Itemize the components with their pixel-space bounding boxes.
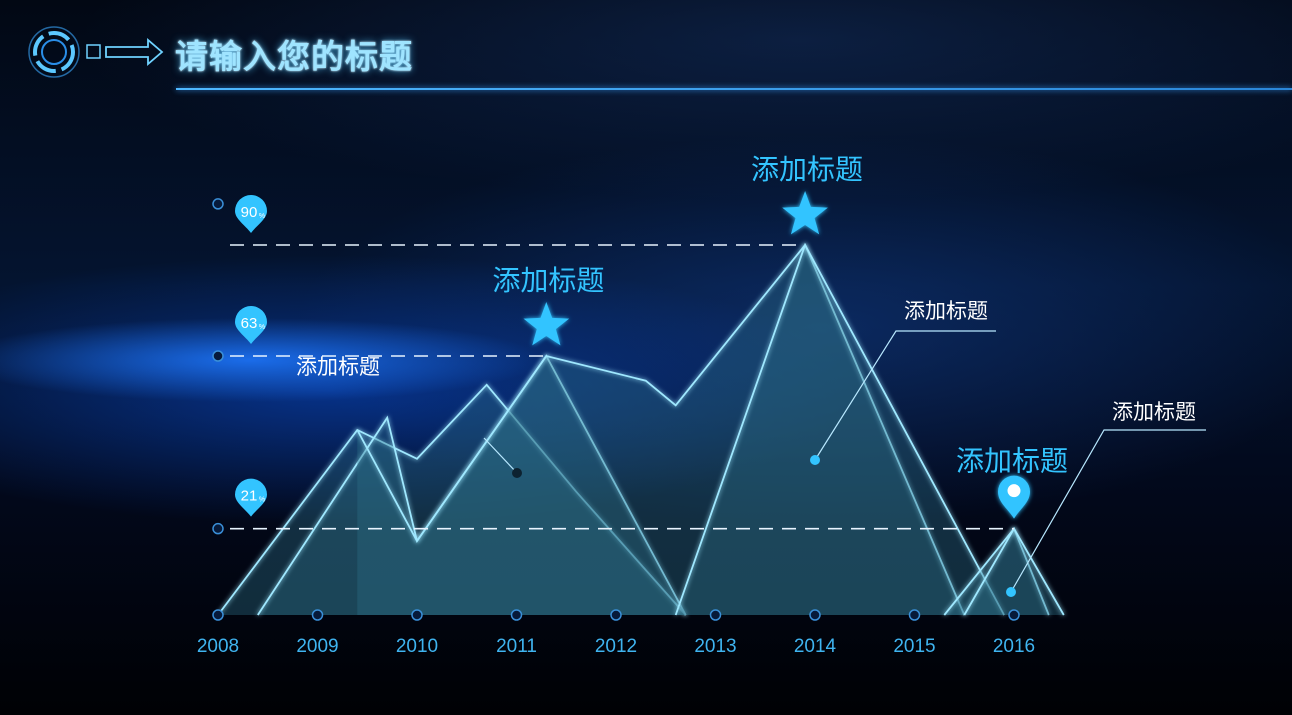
x-tick-label: 2008	[197, 636, 239, 657]
y-axis-node	[212, 350, 224, 362]
star-icon	[782, 191, 828, 235]
x-axis-node	[212, 609, 224, 621]
series-line-1	[217, 383, 687, 616]
x-axis-node	[610, 609, 622, 621]
y-axis-node	[212, 198, 224, 210]
x-axis-node	[510, 609, 523, 621]
y-axis-node	[212, 522, 224, 535]
callout-label: 添加标题	[296, 355, 380, 379]
x-axis-node	[908, 609, 921, 621]
area-fill-1	[218, 384, 686, 615]
x-tick-label: 2009	[296, 636, 338, 657]
callout-label: 添加标题	[904, 299, 988, 323]
callout-dot	[1006, 587, 1016, 597]
peak-annotation-title: 添加标题	[492, 264, 604, 297]
percent-pin-icon	[235, 195, 267, 233]
x-tick-label: 2012	[595, 636, 637, 657]
location-pin-dot	[1007, 484, 1021, 498]
location-pin-icon	[998, 475, 1030, 519]
area-fill-2	[257, 356, 686, 615]
star-icon	[523, 302, 570, 346]
percent-pin-value: 90	[241, 204, 258, 221]
callout-leader-line	[814, 330, 996, 461]
area-fill-4	[675, 245, 1005, 615]
peak-annotation-title: 添加标题	[751, 153, 863, 186]
area-fill-3	[357, 245, 965, 615]
callout-dot	[810, 455, 820, 465]
x-tick-label: 2016	[993, 636, 1035, 657]
peak-annotation-title: 添加标题	[956, 445, 1068, 478]
callout-leader-line	[1010, 429, 1206, 593]
x-axis-node	[1008, 609, 1020, 621]
series-line-4	[674, 242, 1005, 616]
percent-pin-icon	[235, 478, 267, 517]
x-tick-label: 2013	[694, 636, 736, 657]
callout-leader-line	[483, 437, 518, 474]
callout-dot	[512, 468, 522, 478]
x-tick-label: 2010	[396, 636, 438, 657]
percent-pin-icon	[235, 306, 267, 344]
title-underline	[176, 88, 1292, 90]
x-tick-label: 2011	[496, 636, 537, 657]
x-axis-node	[411, 609, 423, 621]
x-axis-node	[809, 609, 821, 621]
page-title: 请输入您的标题	[175, 37, 413, 76]
percent-pin-unit: %	[259, 324, 265, 331]
x-tick-label: 2014	[794, 636, 837, 657]
x-axis-node	[311, 609, 324, 621]
x-tick-label: 2015	[893, 636, 935, 657]
percent-pin-unit: %	[259, 213, 265, 220]
header-target-arrow-icon	[28, 26, 164, 78]
percent-pin-value: 21	[241, 488, 258, 505]
percent-pin-value: 63	[241, 315, 258, 332]
percent-pin-unit: %	[259, 497, 265, 504]
callout-label: 添加标题	[1112, 400, 1196, 424]
area-fill-6	[964, 528, 1064, 615]
x-axis-node	[709, 609, 722, 621]
